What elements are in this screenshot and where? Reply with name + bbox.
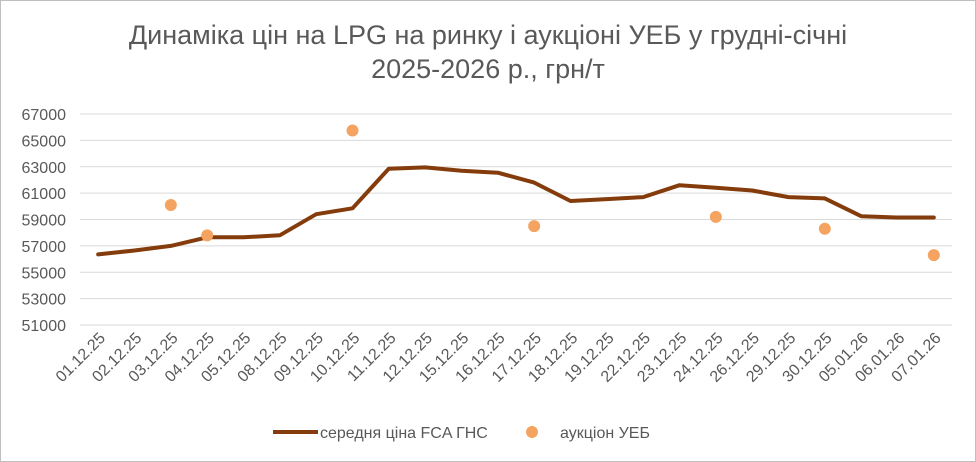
y-tick-label-5: 61000 <box>22 186 67 203</box>
scatter-point-5 <box>818 222 831 235</box>
legend-dot-swatch <box>526 426 538 438</box>
y-tick-label-4: 59000 <box>22 213 67 230</box>
chart-title: Динаміка цін на LPG на ринку і аукціоні … <box>0 18 976 86</box>
series-scatter-group <box>164 124 940 262</box>
scatter-point-0 <box>164 198 177 211</box>
y-tick-label-0: 51000 <box>22 318 67 335</box>
y-tick-label-7: 65000 <box>22 133 67 150</box>
series-line-avg-price <box>96 165 936 257</box>
y-axis: 51000 53000 55000 57000 59000 61000 63000 65000… <box>22 107 67 335</box>
y-tick-label-3: 57000 <box>22 239 67 256</box>
scatter-point-2 <box>346 124 359 137</box>
legend: середня ціна FCA ГНС аукціон УЕБ <box>273 425 650 442</box>
chart-title-line-2: 2025-2026 р., грн/т <box>371 54 605 84</box>
y-tick-label-2: 55000 <box>22 265 67 282</box>
scatter-point-6 <box>927 249 940 262</box>
scatter-point-3 <box>528 220 541 233</box>
scatter-point-4 <box>709 210 722 223</box>
y-tick-label-8: 67000 <box>22 107 67 124</box>
legend-label-auction: аукціон УЕБ <box>560 425 650 442</box>
x-axis: 01.12.2502.12.2503.12.2504.12.2505.12.25… <box>53 330 945 386</box>
scatter-point-1 <box>201 229 214 242</box>
legend-label-avg-price: середня ціна FCA ГНС <box>320 425 488 442</box>
series-line-group <box>96 165 936 257</box>
y-tick-label-1: 53000 <box>22 292 67 309</box>
chart-title-line-1: Динаміка цін на LPG на ринку і аукціоні … <box>128 20 848 50</box>
y-tick-label-6: 63000 <box>22 160 67 177</box>
gridlines <box>80 113 952 326</box>
